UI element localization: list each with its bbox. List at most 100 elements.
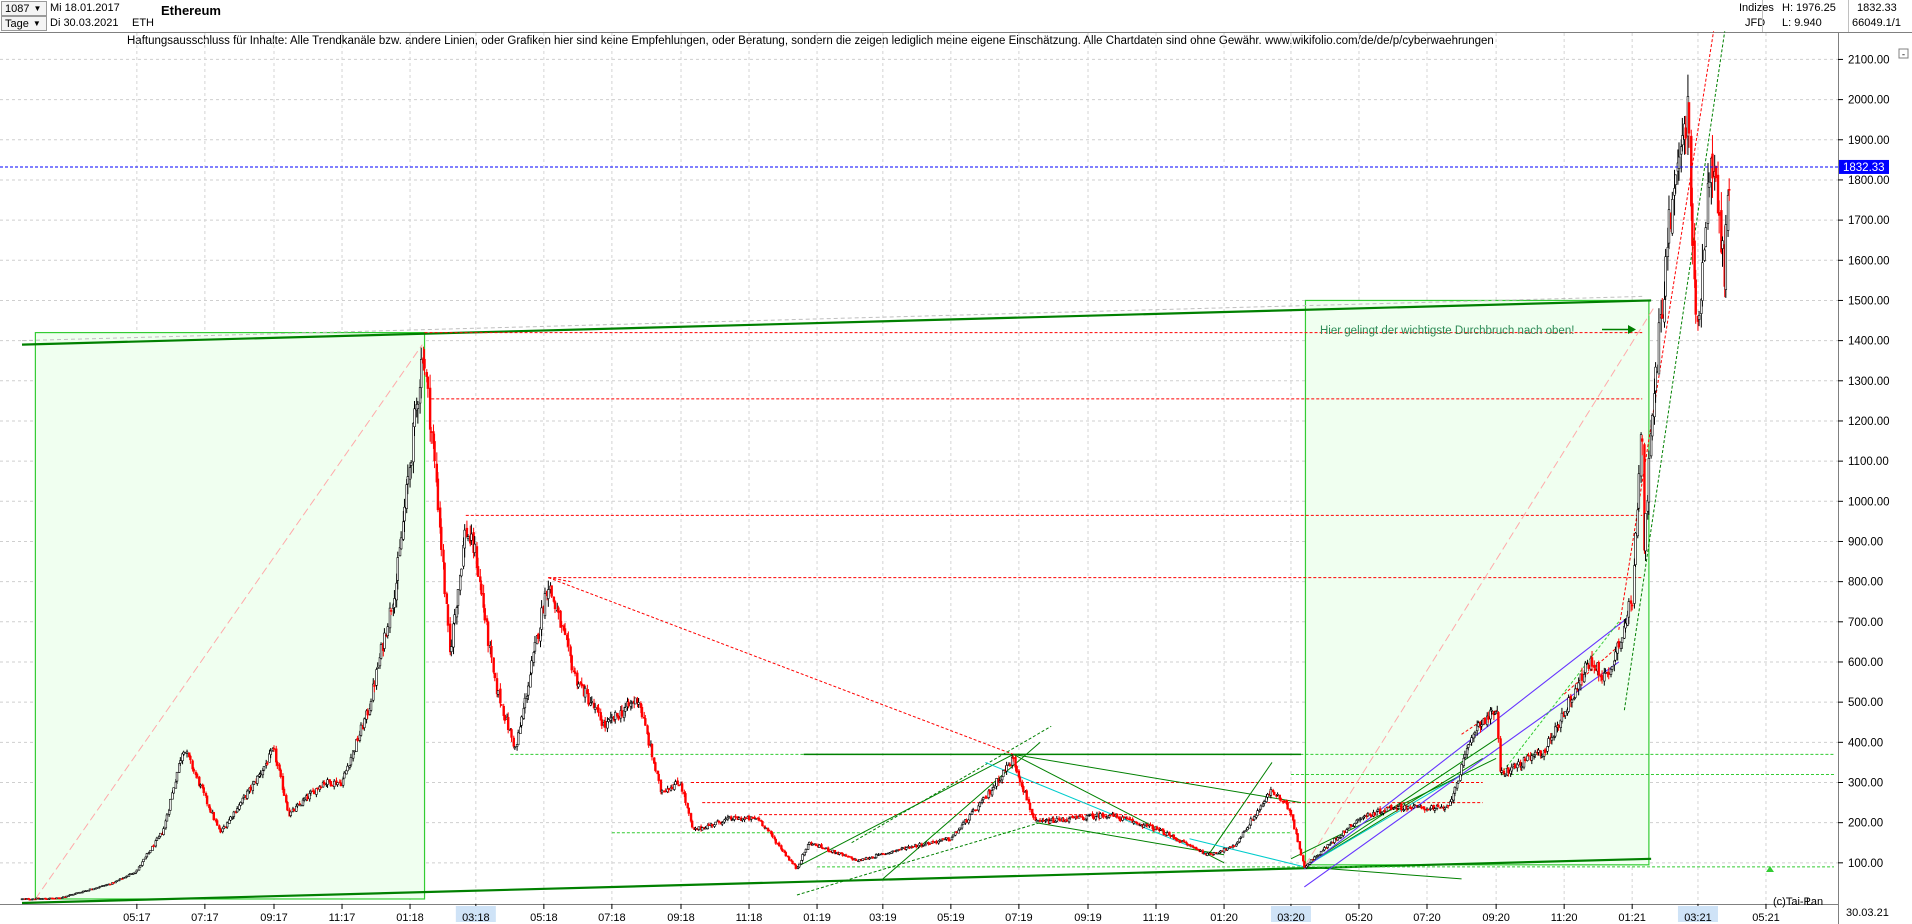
candle-body (446, 604, 450, 626)
candle-body (172, 787, 175, 794)
candle-body (1176, 839, 1179, 841)
candle-body (791, 860, 794, 865)
period-select[interactable]: Tage ▼ (1, 16, 47, 31)
candle-body (1319, 851, 1323, 855)
candle-body (279, 769, 282, 777)
candle-body (935, 841, 938, 844)
candle-body (724, 818, 727, 821)
fan-line (851, 725, 1052, 844)
candle-body (486, 621, 490, 646)
candle-body (1477, 722, 1480, 727)
candle-body (640, 707, 644, 718)
candle-body (1693, 240, 1696, 280)
candle-body (436, 478, 440, 511)
candle-body (506, 717, 510, 730)
candle-body (553, 601, 557, 610)
candle-body (1055, 817, 1058, 822)
candle-body (1480, 724, 1483, 727)
candle-body (225, 822, 229, 828)
candle-body (276, 762, 279, 766)
candle-body (654, 762, 657, 771)
minor-line (1500, 621, 1620, 775)
candle-body (764, 827, 767, 830)
candle-body (747, 815, 751, 821)
candle-body (1168, 831, 1171, 836)
candle-body (125, 875, 129, 878)
candle-body (680, 783, 684, 792)
candle-body (1226, 847, 1229, 851)
candle-body (379, 644, 383, 659)
candle-body (1661, 314, 1664, 319)
candle-body (219, 829, 222, 833)
candle-body (895, 850, 898, 852)
candle-body (773, 836, 776, 840)
candle-body (1182, 840, 1186, 842)
candle-body (1089, 813, 1092, 816)
to-date[interactable]: Di 30.03.2021 (50, 17, 119, 29)
candle-body (48, 897, 52, 900)
candle-body (677, 784, 680, 787)
candle-body (1717, 212, 1721, 216)
candle-body (767, 829, 771, 832)
candle-body (1664, 256, 1667, 297)
candle-body (1403, 805, 1406, 810)
x-tick-label: 11:17 (329, 912, 356, 924)
candle-body (985, 797, 988, 799)
y-tick-label: 500.00 (1848, 697, 1883, 709)
consolidation-box (34, 331, 426, 900)
candle-body (259, 773, 262, 776)
candle-body (241, 797, 244, 804)
candle-body (1129, 819, 1132, 821)
x-tick-label: 11:19 (1143, 912, 1170, 924)
scroll-handle-icon[interactable]: - (1898, 48, 1909, 60)
candle-body (1328, 843, 1332, 846)
candle-body (1035, 819, 1038, 822)
chart-title: Ethereum (161, 3, 221, 18)
candle-body (931, 841, 935, 843)
candle-body (1430, 805, 1433, 809)
candle-body (630, 702, 634, 704)
candle-body (456, 589, 460, 606)
candle-body (721, 822, 724, 825)
candle-body (262, 766, 266, 771)
candle-body (1075, 816, 1079, 819)
candle-body (1507, 767, 1510, 774)
candle-body (1249, 818, 1253, 826)
candle-body (559, 610, 562, 628)
candle-body (209, 808, 212, 813)
candle-body (98, 885, 102, 888)
candle-body (1252, 816, 1256, 821)
parabolic-guide (1305, 308, 1654, 866)
candle-body (884, 853, 888, 855)
candle-body (383, 632, 386, 649)
candle-body (376, 666, 379, 669)
fan-line (796, 753, 1014, 868)
candle-body (898, 848, 901, 851)
candle-body (409, 462, 413, 466)
parabolic-guide (34, 344, 423, 900)
candle-body (523, 697, 527, 709)
from-date[interactable]: Mi 18.01.2017 (50, 2, 120, 14)
candle-body (1647, 458, 1651, 503)
candle-body (292, 808, 296, 811)
candle-body (1721, 240, 1724, 249)
candle-body (490, 646, 493, 658)
candle-body (1302, 855, 1305, 862)
candle-body (169, 798, 172, 811)
candle-body (607, 719, 610, 722)
candle-body (356, 737, 359, 742)
candle-body (960, 824, 964, 829)
candle-body (309, 790, 313, 794)
candle-body (1068, 816, 1072, 819)
bar-count-select[interactable]: 1087 ▼ (1, 1, 47, 16)
candle-body (1025, 790, 1028, 801)
candle-body (1533, 751, 1537, 756)
candle-body (567, 638, 570, 647)
last-value: 1832.33 (1857, 2, 1897, 14)
scale-mode-label: L (1806, 896, 1812, 908)
candle-body (804, 849, 808, 853)
candle-body (483, 608, 486, 621)
candle-body (500, 704, 503, 706)
candle-body (697, 826, 701, 830)
